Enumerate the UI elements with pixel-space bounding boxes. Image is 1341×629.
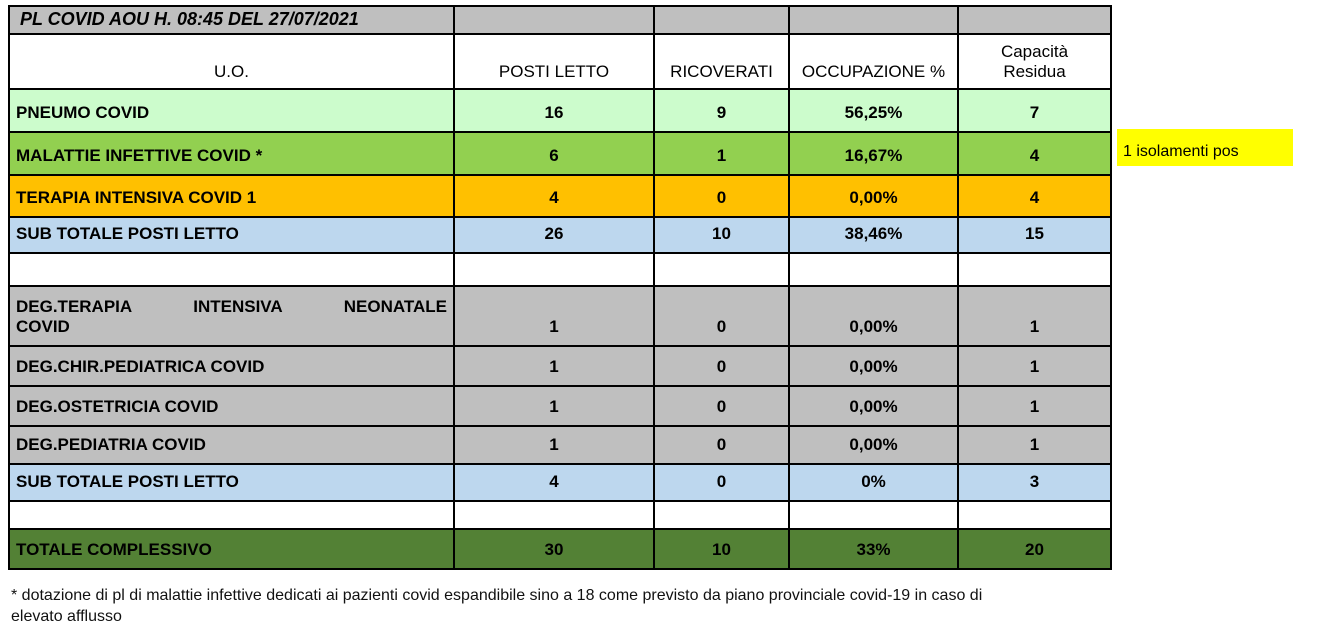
spacer-cell <box>788 500 959 530</box>
cell-ricoverati: 10 <box>653 216 790 254</box>
cell-ricoverati: 10 <box>653 528 790 570</box>
cell-occupazione: 33% <box>788 528 959 570</box>
cell-capacita-residua: 4 <box>957 131 1112 176</box>
cell-occupazione: 56,25% <box>788 88 959 133</box>
cell-posti-letto: 1 <box>453 285 655 347</box>
cell-posti-letto: 30 <box>453 528 655 570</box>
title-filler-cell <box>788 5 959 35</box>
footnote-line-2: elevato afflusso <box>11 608 122 625</box>
spacer-cell <box>957 252 1112 287</box>
table-spacer-row <box>8 252 1112 287</box>
cell-capacita-residua: 15 <box>957 216 1112 254</box>
cell-posti-letto: 4 <box>453 463 655 502</box>
col-header-occupazione: OCCUPAZIONE % <box>788 33 959 90</box>
cell-ricoverati: 9 <box>653 88 790 133</box>
cell-ricoverati: 0 <box>653 174 790 218</box>
col-header-ricoverati: RICOVERATI <box>653 33 790 90</box>
col-header-uo: U.O. <box>8 33 455 90</box>
cell-posti-letto: 1 <box>453 385 655 427</box>
uo-label: DEG.CHIR.PEDIATRICA COVID <box>8 345 455 387</box>
footnote-line-1: * dotazione di pl di malattie infettive … <box>11 587 983 604</box>
uo-label-word: DEG.TERAPIA <box>16 296 133 316</box>
cell-capacita-residua: 1 <box>957 425 1112 465</box>
table-row-malattie-infettive: MALATTIE INFETTIVE COVID * 6 1 16,67% 4 <box>8 131 1112 176</box>
table-row-subtotale-2: SUB TOTALE POSTI LETTO 4 0 0% 3 <box>8 463 1112 502</box>
cell-posti-letto: 4 <box>453 174 655 218</box>
title-filler-cell <box>653 5 790 35</box>
cell-capacita-residua: 1 <box>957 285 1112 347</box>
cell-occupazione: 38,46% <box>788 216 959 254</box>
cell-posti-letto: 6 <box>453 131 655 176</box>
spacer-cell <box>653 500 790 530</box>
cell-capacita-residua: 1 <box>957 345 1112 387</box>
uo-label-word: INTENSIVA <box>193 296 283 316</box>
spacer-cell <box>653 252 790 287</box>
cell-capacita-residua: 1 <box>957 385 1112 427</box>
cell-occupazione: 16,67% <box>788 131 959 176</box>
cell-occupazione: 0,00% <box>788 285 959 347</box>
spacer-cell <box>8 500 455 530</box>
footnote: * dotazione di pl di malattie infettive … <box>11 585 1141 627</box>
table-row-terapia-intensiva: TERAPIA INTENSIVA COVID 1 4 0 0,00% 4 <box>8 174 1112 218</box>
table-spacer-row <box>8 500 1112 530</box>
uo-label: DEG.PEDIATRIA COVID <box>8 425 455 465</box>
cell-occupazione: 0,00% <box>788 425 959 465</box>
cell-ricoverati: 1 <box>653 131 790 176</box>
uo-label: SUB TOTALE POSTI LETTO <box>8 216 455 254</box>
cell-capacita-residua: 4 <box>957 174 1112 218</box>
cell-ricoverati: 0 <box>653 385 790 427</box>
isolamenti-note: 1 isolamenti pos <box>1117 129 1293 166</box>
uo-label-second-line: COVID <box>16 316 70 336</box>
spacer-cell <box>453 252 655 287</box>
cell-posti-letto: 1 <box>453 345 655 387</box>
cell-occupazione: 0,00% <box>788 345 959 387</box>
cell-occupazione: 0,00% <box>788 385 959 427</box>
col-header-capacita-residua: Capacità Residua <box>957 33 1112 90</box>
isolamenti-note-text: 1 isolamenti pos <box>1123 143 1239 160</box>
title-filler-cell <box>453 5 655 35</box>
cell-posti-letto: 16 <box>453 88 655 133</box>
table-row-deg-chir-pediatrica: DEG.CHIR.PEDIATRICA COVID 1 0 0,00% 1 <box>8 345 1112 387</box>
cell-posti-letto: 26 <box>453 216 655 254</box>
table-row-totale-complessivo: TOTALE COMPLESSIVO 30 10 33% 20 <box>8 528 1112 570</box>
uo-label: DEG.TERAPIA INTENSIVA NEONATALE COVID <box>8 285 455 347</box>
cell-occupazione: 0% <box>788 463 959 502</box>
table-row-deg-pediatria: DEG.PEDIATRIA COVID 1 0 0,00% 1 <box>8 425 1112 465</box>
table-row-deg-terapia-neonatale: DEG.TERAPIA INTENSIVA NEONATALE COVID 1 … <box>8 285 1112 347</box>
uo-label: TERAPIA INTENSIVA COVID 1 <box>8 174 455 218</box>
uo-label: MALATTIE INFETTIVE COVID * <box>8 131 455 176</box>
spacer-cell <box>8 252 455 287</box>
uo-label: SUB TOTALE POSTI LETTO <box>8 463 455 502</box>
cell-posti-letto: 1 <box>453 425 655 465</box>
covid-beds-table: PL COVID AOU H. 08:45 DEL 27/07/2021 U.O… <box>8 5 1112 570</box>
spacer-cell <box>453 500 655 530</box>
cell-ricoverati: 0 <box>653 345 790 387</box>
title-filler-cell <box>957 5 1112 35</box>
uo-label-word: NEONATALE <box>343 296 447 316</box>
table-row-subtotale-1: SUB TOTALE POSTI LETTO 26 10 38,46% 15 <box>8 216 1112 254</box>
cell-capacita-residua: 3 <box>957 463 1112 502</box>
uo-label: DEG.OSTETRICIA COVID <box>8 385 455 427</box>
uo-label: TOTALE COMPLESSIVO <box>8 528 455 570</box>
uo-label: PNEUMO COVID <box>8 88 455 133</box>
table-header-row: U.O. POSTI LETTO RICOVERATI OCCUPAZIONE … <box>8 33 1112 90</box>
spacer-cell <box>788 252 959 287</box>
cell-ricoverati: 0 <box>653 425 790 465</box>
cell-ricoverati: 0 <box>653 285 790 347</box>
table-row-deg-ostetricia: DEG.OSTETRICIA COVID 1 0 0,00% 1 <box>8 385 1112 427</box>
cell-capacita-residua: 7 <box>957 88 1112 133</box>
cell-occupazione: 0,00% <box>788 174 959 218</box>
uo-label-justified-line: DEG.TERAPIA INTENSIVA NEONATALE <box>16 297 447 317</box>
table-row-pneumo-covid: PNEUMO COVID 16 9 56,25% 7 <box>8 88 1112 133</box>
cell-ricoverati: 0 <box>653 463 790 502</box>
col-header-posti-letto: POSTI LETTO <box>453 33 655 90</box>
cell-capacita-residua: 20 <box>957 528 1112 570</box>
spacer-cell <box>957 500 1112 530</box>
report-title: PL COVID AOU H. 08:45 DEL 27/07/2021 <box>8 5 455 35</box>
table-title-row: PL COVID AOU H. 08:45 DEL 27/07/2021 <box>8 5 1112 35</box>
